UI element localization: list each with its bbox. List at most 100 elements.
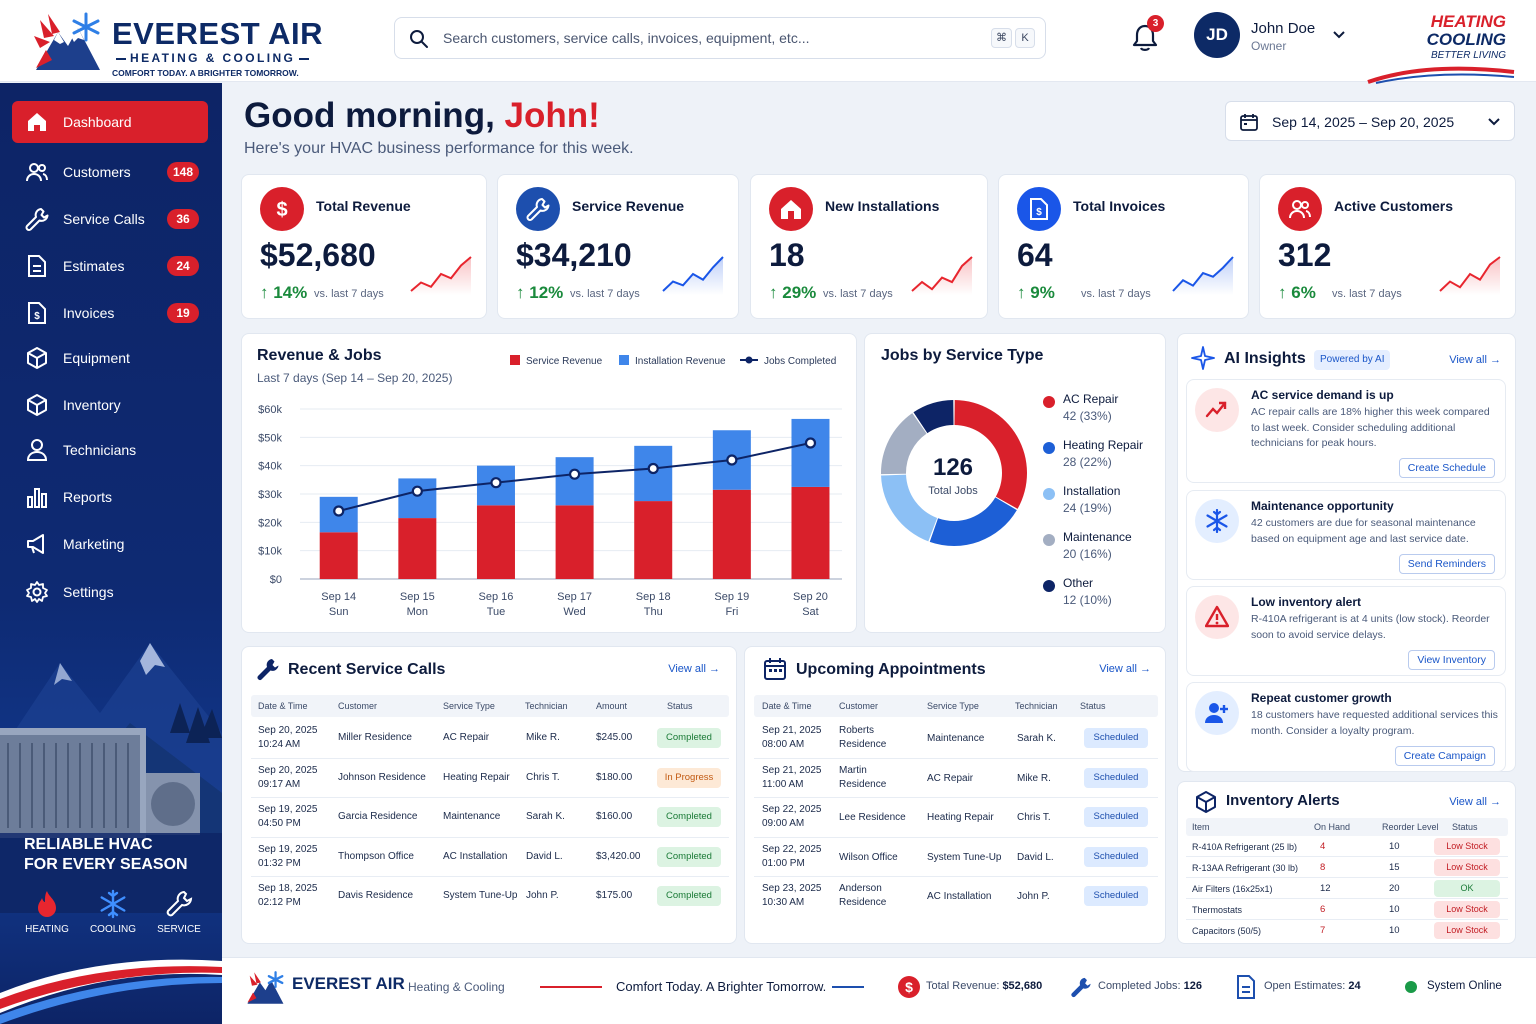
sidebar-tagline: RELIABLE HVAC FOR EVERY SEASON [24, 835, 214, 875]
sidebar-item-label: Service Calls [63, 211, 145, 227]
global-search[interactable]: ⌘ K [394, 17, 1046, 59]
sidebar-item-customers[interactable]: Customers 148 [12, 151, 208, 193]
user-menu[interactable]: JD John Doe Owner [1194, 12, 1354, 62]
sidebar-item-invoices[interactable]: $ Invoices 19 [12, 292, 208, 334]
bar-service-revenue[interactable] [476, 505, 515, 579]
legend-name: Maintenance [1063, 530, 1132, 544]
cell-technician: Sarah K. [1017, 733, 1056, 744]
sidebar-item-estimates[interactable]: Estimates 24 [12, 245, 208, 287]
appointments-view-all-link[interactable]: View all → [1099, 663, 1151, 675]
donut-slice-other[interactable] [913, 400, 954, 434]
cell-technician: Sarah K. [526, 811, 565, 822]
jobs-completed-point[interactable] [726, 454, 738, 466]
service-calls-view-all-link[interactable]: View all → [668, 663, 720, 675]
chevron-down-icon[interactable] [1332, 28, 1346, 42]
sidebar-item-service-calls[interactable]: Service Calls 36 [12, 198, 208, 240]
date-range-picker[interactable]: Sep 14, 2025 – Sep 20, 2025 [1225, 101, 1515, 141]
kpi-card-new-installations[interactable]: New Installations 18 ↑ 29% vs. last 7 days [750, 174, 988, 319]
donut-slice-ac-repair[interactable] [954, 400, 1027, 509]
table-row[interactable]: Sep 22, 2025 09:00 AM Lee Residence Heating… [754, 798, 1158, 838]
table-row[interactable]: Sep 18, 2025 02:12 PM Davis Residence Syste… [251, 877, 729, 917]
kpi-card-active-customers[interactable]: Active Customers 312 ↑ 6% vs. last 7 days [1259, 174, 1516, 319]
ai-insight-card: Low inventory alert R-410A refrigerant is… [1186, 586, 1506, 676]
jobs-completed-point[interactable] [647, 462, 659, 475]
donut-slice-heating-repair[interactable] [929, 497, 1017, 546]
search-input[interactable] [443, 24, 963, 52]
trend-up-icon [1195, 388, 1239, 432]
kpi-change: ↑ 9% [1017, 283, 1055, 303]
sidebar-item-settings[interactable]: Settings [12, 571, 208, 613]
cell-service-type: AC Repair [927, 772, 974, 784]
table-row[interactable]: Sep 20, 2025 09:17 AM Johnson Residence Hea… [251, 759, 729, 798]
kpi-card-service-revenue[interactable]: Service Revenue $34,210 ↑ 12% vs. last 7 da… [497, 174, 739, 319]
table-row[interactable]: R-13AA Refrigerant (30 lb) 8 15 Low Stock [1186, 857, 1508, 878]
bar-service-revenue[interactable] [319, 532, 358, 579]
shortcut-k-key: K [1015, 28, 1035, 48]
table-row[interactable]: Sep 21, 2025 08:00 AM Roberts Residence Main… [754, 719, 1158, 759]
x-tick-label: Sep 14 [321, 591, 356, 603]
table-row[interactable]: Capacitors (50/5) 7 10 Low Stock [1186, 920, 1508, 941]
footer-open-estimates-label: Open Estimates: [1264, 980, 1349, 992]
donut-slice-installation[interactable] [881, 474, 938, 542]
invoice-icon: $ [1017, 187, 1061, 231]
donut-slice-maintenance[interactable] [881, 413, 927, 475]
svg-text:$: $ [276, 199, 287, 221]
kpi-comparison: vs. last 7 days [314, 288, 384, 300]
jobs-completed-point[interactable] [804, 437, 817, 449]
sidebar-item-technicians[interactable]: Technicians [12, 429, 208, 471]
gear-icon [25, 580, 49, 604]
sidebar-swoosh-icon [0, 959, 222, 1024]
company-logo[interactable]: EVEREST AIR HEATING & COOLING COMFORT TO… [34, 10, 323, 78]
bar-service-revenue[interactable] [634, 501, 673, 579]
status-badge: Low Stock [1434, 859, 1500, 876]
sparkline-line [1439, 256, 1501, 292]
table-row[interactable]: Sep 20, 2025 10:24 AM Miller Residence AC R… [251, 719, 729, 759]
jobs-completed-point[interactable] [411, 485, 423, 497]
inventory-view-all-link[interactable]: View all → [1449, 796, 1501, 808]
cell-date: Sep 22, 2025 [762, 804, 822, 815]
recent-service-calls-panel: Recent Service Calls View all → Date & T… [241, 646, 737, 944]
ai-view-all-label: View all [1449, 354, 1487, 366]
table-row[interactable]: Air Filters (16x25x1) 12 20 OK [1186, 878, 1508, 899]
kpi-card-total-invoices[interactable]: $ Total Invoices 64 ↑ 9% vs. last 7 days [998, 174, 1249, 319]
donut-center: 126 Total Jobs [903, 454, 1003, 497]
bar-service-revenue[interactable] [398, 518, 437, 579]
document-icon [1237, 975, 1255, 999]
jobs-completed-point[interactable] [333, 505, 345, 517]
kpi-card-total-revenue[interactable]: $ Total Revenue $52,680 ↑ 14% vs. last 7 day… [241, 174, 487, 319]
jobs-completed-point[interactable] [490, 477, 502, 489]
table-row[interactable]: Sep 21, 2025 11:00 AM Martin Residence AC Re… [754, 759, 1158, 798]
bar-installation-revenue[interactable] [398, 478, 437, 519]
table-row[interactable]: Thermostats 6 10 Low Stock [1186, 899, 1508, 920]
bar-installation-revenue[interactable] [791, 418, 830, 487]
bar-service-revenue[interactable] [712, 489, 751, 579]
bar-service-revenue[interactable] [791, 486, 830, 579]
ai-action-button-send-reminders[interactable]: Send Reminders [1398, 554, 1495, 574]
row-divider [1186, 919, 1508, 920]
sidebar-item-inventory[interactable]: Inventory [12, 384, 208, 426]
bar-installation-revenue[interactable] [555, 457, 594, 506]
ai-action-button-create-campaign[interactable]: Create Campaign [1394, 746, 1495, 766]
table-row[interactable]: Sep 22, 2025 01:00 PM Wilson Office System … [754, 838, 1158, 877]
table-row[interactable]: Sep 19, 2025 04:50 PM Garcia Residence Main… [251, 798, 729, 838]
sidebar-item-marketing[interactable]: Marketing [12, 523, 208, 565]
sidebar-item-reports[interactable]: Reports [12, 476, 208, 518]
ai-action-button-create-schedule[interactable]: Create Schedule [1398, 458, 1495, 478]
y-tick-label: $40k [258, 461, 282, 473]
ai-action-button-view-inventory[interactable]: View Inventory [1408, 650, 1495, 670]
legend-service-revenue-label: Service Revenue [526, 356, 603, 367]
jobs-completed-point[interactable] [569, 468, 581, 480]
cell-customer: Wilson Office [839, 851, 898, 863]
table-row[interactable]: Sep 23, 2025 10:30 AM Anderson Residence AC … [754, 877, 1158, 917]
sidebar-item-dashboard[interactable]: Dashboard [12, 101, 208, 143]
table-row[interactable]: Sep 19, 2025 01:32 PM Thompson Office AC In… [251, 838, 729, 877]
chevron-down-icon [1488, 118, 1500, 126]
table-row[interactable]: R-410A Refrigerant (25 lb) 4 10 Low Stock [1186, 836, 1508, 857]
bar-service-revenue[interactable] [555, 505, 594, 579]
cell-reorder-level: 10 [1389, 925, 1400, 936]
ai-view-all-link[interactable]: View all → [1449, 354, 1501, 366]
sidebar-item-equipment[interactable]: Equipment [12, 337, 208, 379]
calendar-icon [1240, 114, 1258, 131]
ai-insights-title: AI Insights [1224, 350, 1306, 367]
cell-service-type: AC Installation [927, 891, 992, 902]
